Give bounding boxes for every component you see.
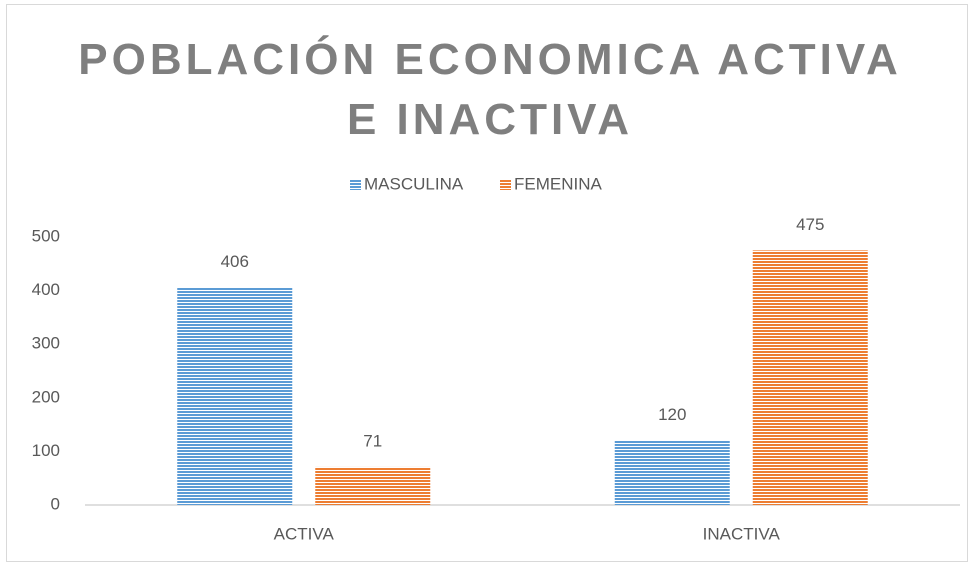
y-tick-label: 200 (32, 387, 60, 406)
bar (315, 466, 431, 505)
bar (752, 250, 868, 505)
data-label: 406 (221, 252, 249, 271)
y-tick-label: 100 (32, 441, 60, 460)
x-tick-label: ACTIVA (274, 524, 335, 543)
legend-swatch (350, 179, 361, 190)
y-tick-label: 0 (51, 494, 60, 513)
y-tick-label: 300 (32, 334, 60, 353)
data-label: 475 (796, 215, 824, 234)
bar (177, 287, 293, 505)
chart-border (6, 4, 968, 562)
legend-label: FEMENINA (514, 174, 603, 193)
y-tick-label: 500 (32, 226, 60, 245)
legend-swatch (500, 179, 511, 190)
data-label: 120 (658, 405, 686, 424)
data-label: 71 (363, 431, 382, 450)
chart-title: POBLACIÓN ECONOMICA ACTIVA E INACTIVA (78, 35, 902, 144)
x-tick-label: INACTIVA (703, 524, 781, 543)
bar (614, 440, 730, 505)
legend-label: MASCULINA (364, 174, 464, 193)
y-tick-label: 400 (32, 280, 60, 299)
